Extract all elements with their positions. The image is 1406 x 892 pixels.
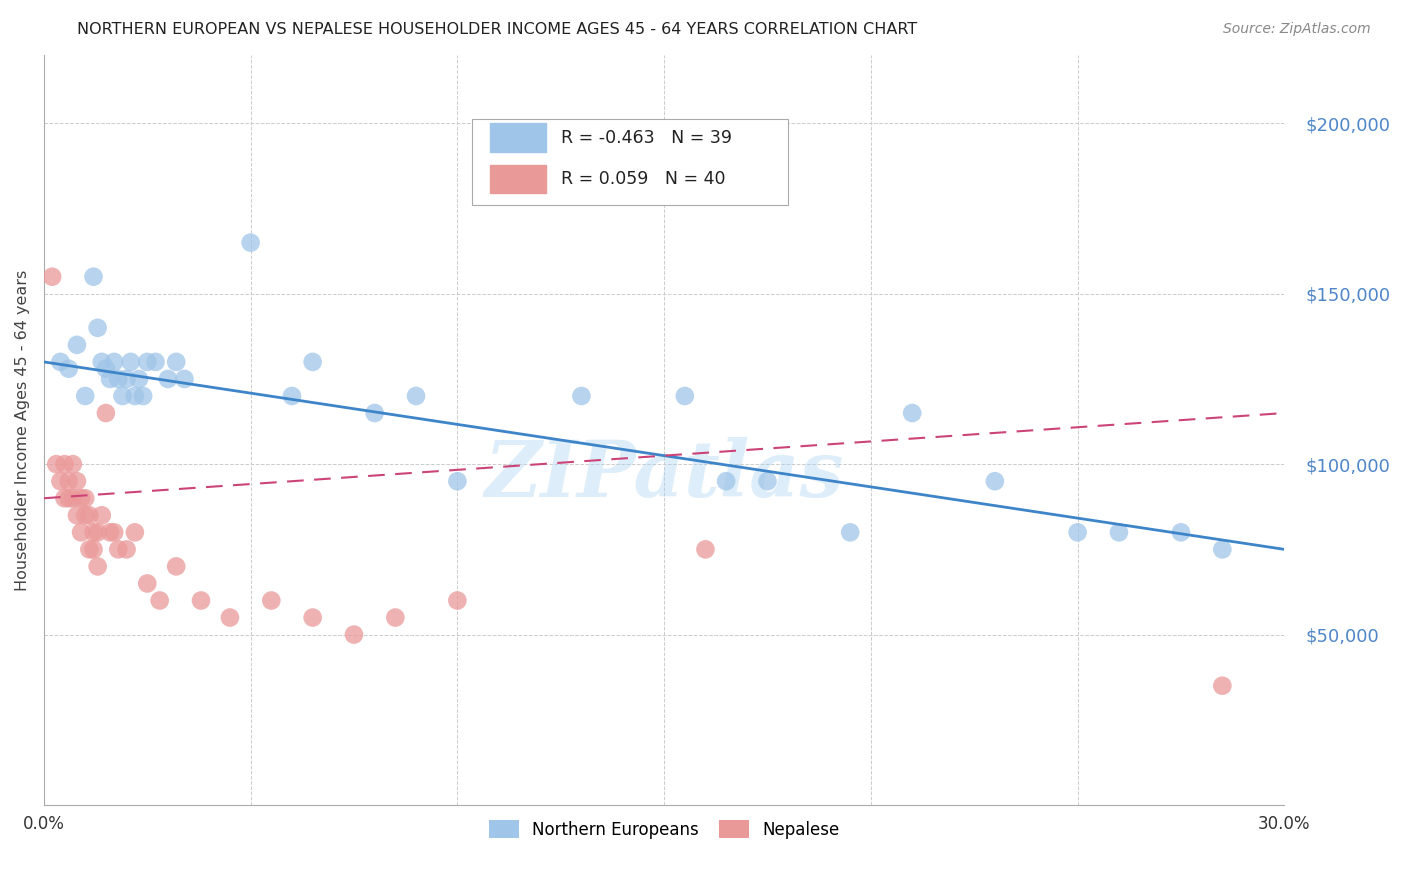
- Point: [1170, 525, 1192, 540]
- Point: [53, 491, 76, 506]
- Point: [90, 355, 112, 369]
- Point: [173, 372, 195, 386]
- Point: [446, 593, 468, 607]
- Point: [384, 610, 406, 624]
- Point: [571, 389, 593, 403]
- Point: [839, 525, 862, 540]
- Point: [86, 525, 108, 540]
- Point: [446, 474, 468, 488]
- Point: [124, 389, 146, 403]
- Point: [136, 355, 159, 369]
- Text: NORTHERN EUROPEAN VS NEPALESE HOUSEHOLDER INCOME AGES 45 - 64 YEARS CORRELATION : NORTHERN EUROPEAN VS NEPALESE HOUSEHOLDE…: [77, 22, 918, 37]
- Point: [83, 542, 105, 557]
- Point: [115, 542, 138, 557]
- Point: [58, 491, 80, 506]
- Point: [301, 610, 323, 624]
- Point: [53, 457, 76, 471]
- Point: [301, 355, 323, 369]
- Point: [79, 542, 101, 557]
- Point: [901, 406, 924, 420]
- Point: [984, 474, 1007, 488]
- Point: [94, 361, 117, 376]
- Point: [70, 491, 93, 506]
- Point: [94, 406, 117, 420]
- Point: [128, 372, 150, 386]
- Y-axis label: Householder Income Ages 45 - 64 years: Householder Income Ages 45 - 64 years: [15, 269, 30, 591]
- Point: [49, 355, 72, 369]
- Point: [219, 610, 242, 624]
- Point: [165, 355, 187, 369]
- Point: [103, 525, 125, 540]
- Point: [695, 542, 717, 557]
- Point: [1108, 525, 1130, 540]
- Point: [75, 491, 97, 506]
- Legend: Northern Europeans, Nepalese: Northern Europeans, Nepalese: [482, 814, 846, 846]
- Point: [41, 269, 63, 284]
- Text: Source: ZipAtlas.com: Source: ZipAtlas.com: [1223, 22, 1371, 37]
- Point: [145, 355, 167, 369]
- Point: [79, 508, 101, 523]
- Point: [124, 525, 146, 540]
- Point: [58, 361, 80, 376]
- Point: [343, 627, 366, 641]
- Point: [120, 355, 142, 369]
- Point: [156, 372, 179, 386]
- Point: [75, 508, 97, 523]
- Point: [1211, 679, 1233, 693]
- Point: [98, 372, 121, 386]
- Point: [62, 491, 84, 506]
- Point: [107, 372, 129, 386]
- Text: R = 0.059   N = 40: R = 0.059 N = 40: [561, 169, 725, 188]
- Point: [1211, 542, 1233, 557]
- Point: [239, 235, 262, 250]
- Point: [90, 508, 112, 523]
- Point: [756, 474, 779, 488]
- Point: [132, 389, 155, 403]
- Point: [103, 355, 125, 369]
- Point: [66, 338, 89, 352]
- Point: [405, 389, 427, 403]
- Point: [66, 474, 89, 488]
- Point: [49, 474, 72, 488]
- Point: [66, 508, 89, 523]
- Point: [83, 269, 105, 284]
- Point: [281, 389, 304, 403]
- Point: [714, 474, 737, 488]
- Bar: [491, 123, 547, 152]
- Point: [107, 542, 129, 557]
- Bar: [491, 165, 547, 193]
- Point: [62, 457, 84, 471]
- Text: ZIPatlas: ZIPatlas: [485, 437, 844, 513]
- Point: [363, 406, 385, 420]
- Point: [165, 559, 187, 574]
- Point: [190, 593, 212, 607]
- Point: [45, 457, 67, 471]
- Point: [83, 525, 105, 540]
- Point: [673, 389, 696, 403]
- Point: [260, 593, 283, 607]
- Point: [136, 576, 159, 591]
- Point: [86, 321, 108, 335]
- Point: [111, 389, 134, 403]
- Point: [70, 525, 93, 540]
- Point: [86, 559, 108, 574]
- Point: [115, 372, 138, 386]
- Point: [1066, 525, 1088, 540]
- Text: R = -0.463   N = 39: R = -0.463 N = 39: [561, 128, 733, 146]
- Point: [149, 593, 172, 607]
- FancyBboxPatch shape: [472, 119, 789, 205]
- Point: [98, 525, 121, 540]
- Point: [58, 474, 80, 488]
- Point: [75, 389, 97, 403]
